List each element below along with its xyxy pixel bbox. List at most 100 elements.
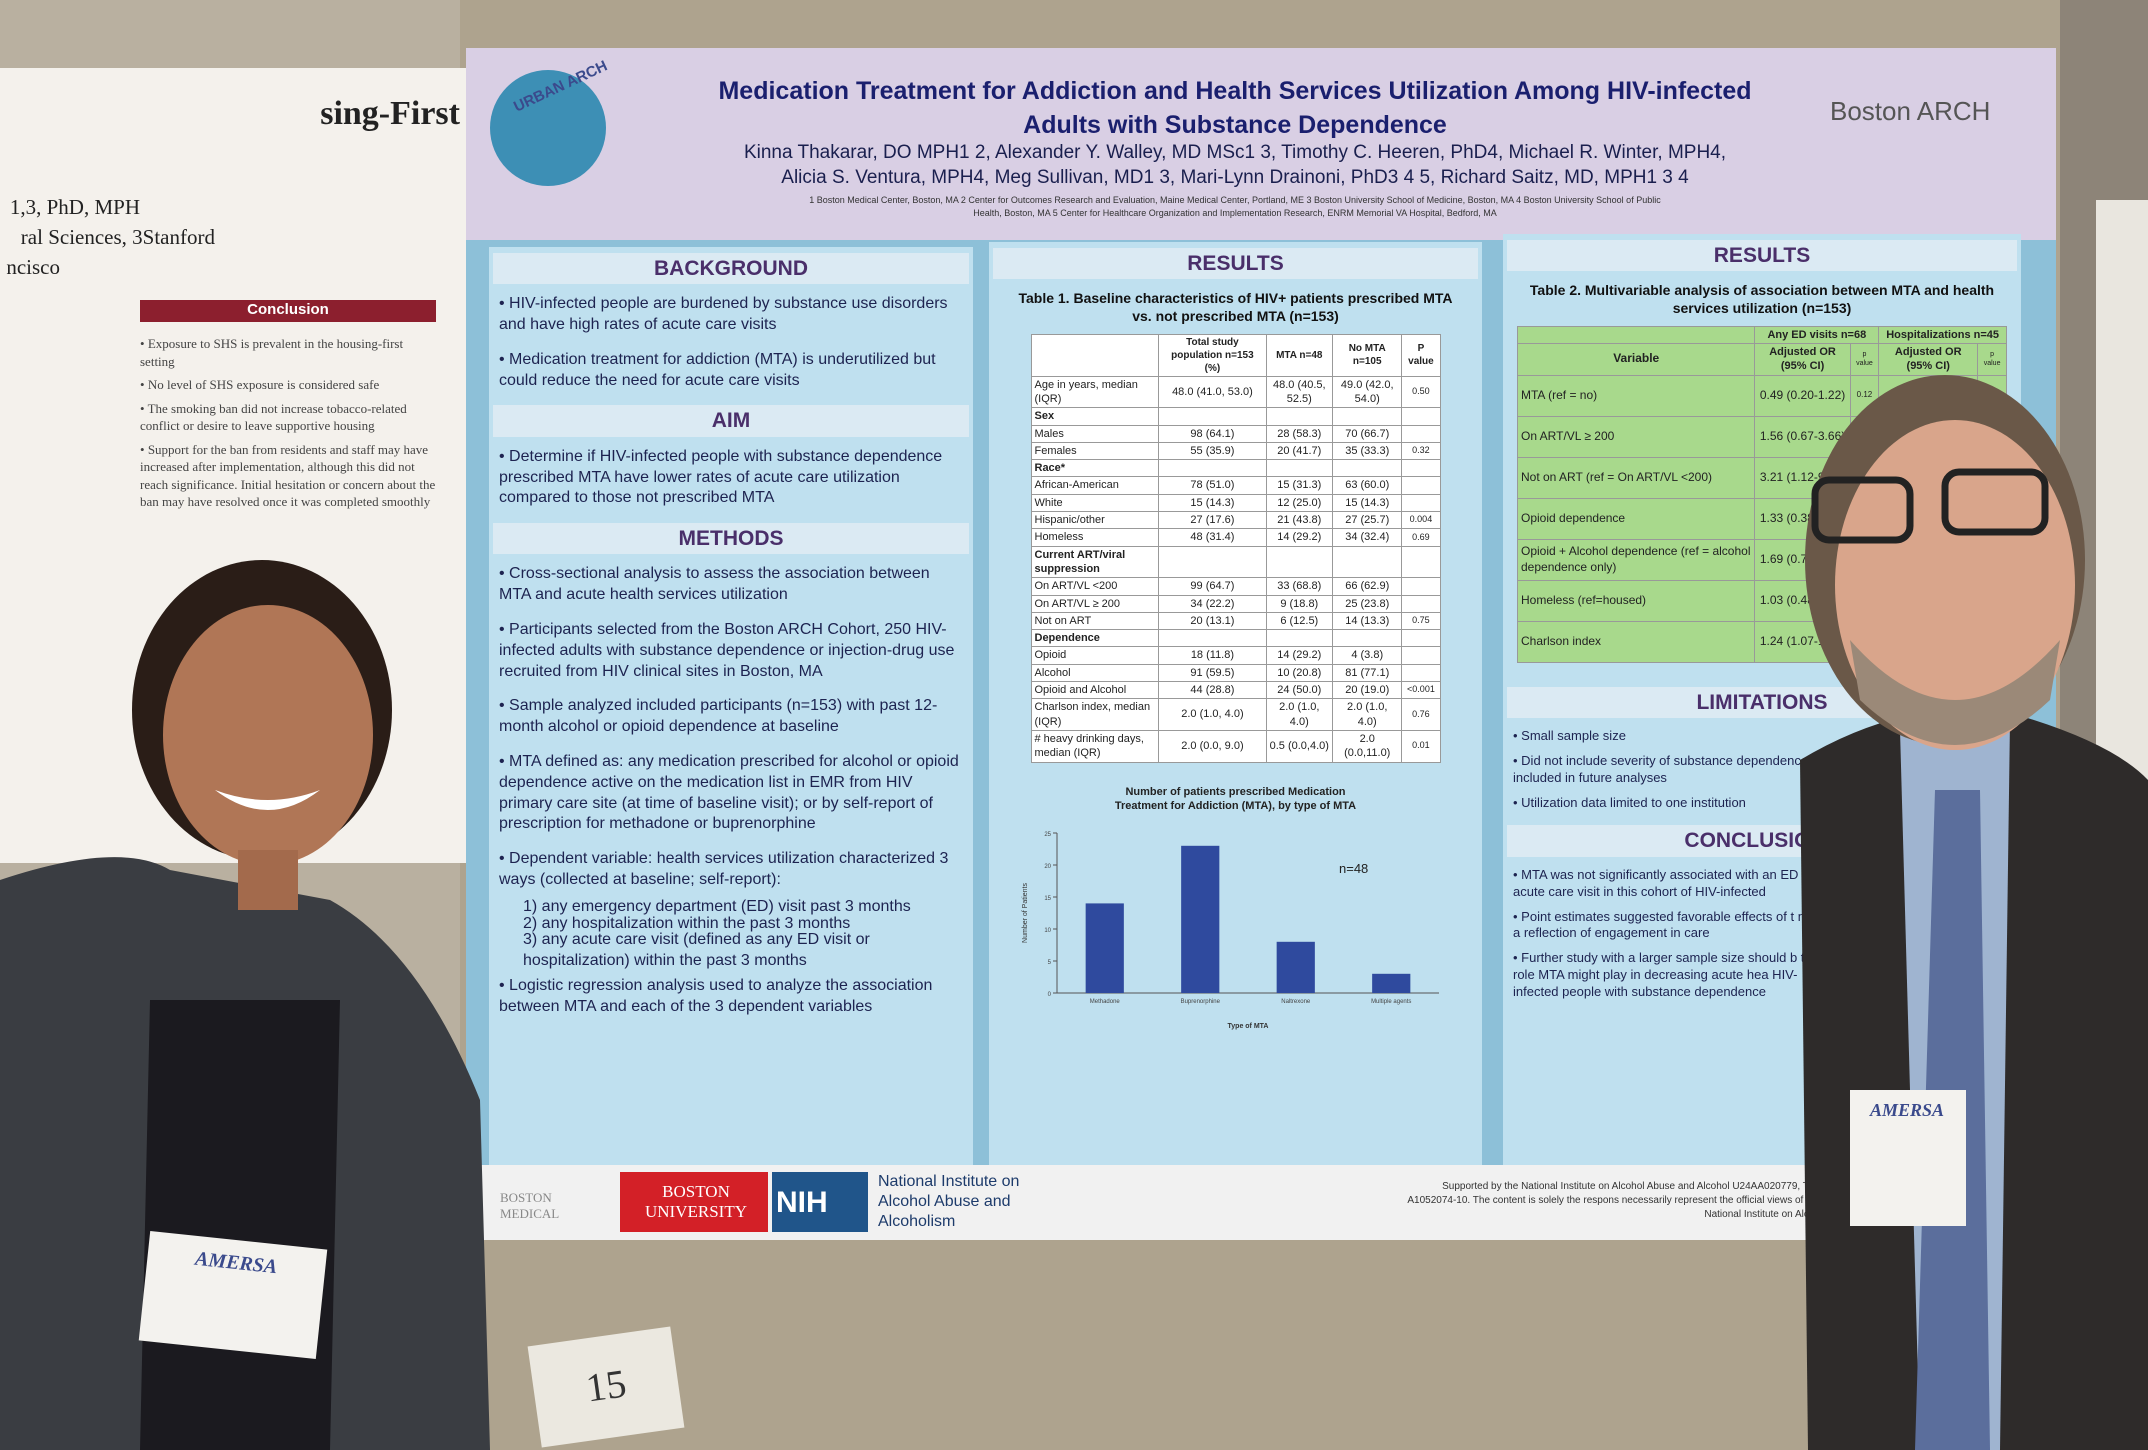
- table-row: # heavy drinking days, median (IQR) 2.0 (…: [1030, 729, 1441, 763]
- table-cell: 66 (62.9): [1332, 577, 1403, 596]
- bullet: Logistic regression analysis used to ana…: [499, 976, 963, 1018]
- row-label: Homeless (ref=housed): [1516, 579, 1756, 622]
- bullet: Small sample size: [1513, 728, 2011, 745]
- x-tick-label: Buprenorphine: [1181, 999, 1221, 1005]
- group-header: Hospitalizations n=45: [1878, 325, 2007, 344]
- sub-item: 3) any acute care visit (defined as any …: [523, 931, 870, 970]
- logo-right: Boston ARCH: [1830, 96, 1991, 126]
- bullet: MTA was not significantly associated wit…: [1513, 867, 2011, 901]
- left-affil: ral Sciences, 3Stanford: [20, 225, 215, 249]
- table-cell: 24 (50.0): [1265, 681, 1334, 700]
- row-label: Not on ART (ref = On ART/VL <200): [1516, 456, 1756, 499]
- table-cell: 48.0 (41.0, 53.0): [1158, 375, 1267, 409]
- chart-panel: Number of patients prescribed Medication…: [999, 784, 1472, 1040]
- bar: [1181, 845, 1220, 993]
- badge-left: [138, 1230, 328, 1360]
- table-cell: [1516, 325, 1756, 344]
- table-cell: 55 (35.9): [1158, 441, 1267, 461]
- table-title: Table 1. Baseline characteristics of HIV…: [1018, 290, 1453, 325]
- y-tick-label: 5: [1048, 960, 1052, 966]
- p-value: [1401, 545, 1441, 579]
- x-axis-label: Type of MTA: [1228, 1023, 1269, 1030]
- badge-text: AMERSA: [1870, 1100, 1945, 1120]
- poster-header: [466, 48, 2056, 240]
- bar: [1085, 902, 1124, 993]
- table-row: On ART/VL <200 99 (64.7) 33 (68.8) 66 (62.9…: [1030, 577, 1441, 596]
- table-row: On ART/VL ≥ 200 34 (22.2) 9 (18.8) 25 (23.8…: [1030, 594, 1441, 613]
- table-row: Males 98 (64.1) 28 (58.3) 70 (66.7): [1030, 424, 1441, 443]
- table-cell: 34 (22.2): [1158, 594, 1267, 613]
- table-row: Not on ART 20 (13.1) 6 (12.5) 14 (13.3) 0.75: [1030, 611, 1441, 631]
- table-cell: [1332, 545, 1403, 579]
- p-value: <0.001: [1401, 681, 1441, 700]
- p-value: 0.01: [1401, 729, 1441, 763]
- table-header: Variable: [1516, 342, 1756, 376]
- authors-line: Alicia S. Ventura, MPH4, Meg Sullivan, M…: [781, 167, 1689, 188]
- title-line: Adults with Substance Dependence: [1023, 111, 1447, 139]
- footer-support: Supported by the National Institute on A…: [1407, 1181, 1820, 1220]
- table-row: Total study population n=153 (%) MTA n=48…: [1030, 333, 1441, 377]
- table-cell: 9 (18.8): [1265, 594, 1334, 613]
- x-tick-label: Multiple agents: [1371, 999, 1411, 1005]
- table-cell: [1030, 333, 1160, 377]
- table-cell: 25 (23.8): [1332, 594, 1403, 613]
- footer-bu: BOSTON UNIVERSITY: [645, 1182, 747, 1221]
- bu-logo: [620, 1172, 768, 1232]
- x-tick-label: Naltrexone: [1281, 999, 1311, 1005]
- left-affil: ncisco: [6, 255, 60, 279]
- y-tick-label: 20: [1044, 864, 1051, 870]
- table-row: Hispanic/other 27 (17.6) 21 (43.8) 27 (25.7…: [1030, 511, 1441, 530]
- table-header: Adjusted OR (95% CI): [1878, 342, 1979, 376]
- table-row: Any ED visits n=68 Hospitalizations n=45: [1516, 325, 2007, 344]
- y-tick-label: 15: [1044, 896, 1051, 902]
- table-header: P value: [1401, 333, 1441, 377]
- row-label: Opioid and Alcohol: [1030, 681, 1160, 700]
- section-heading: METHODS: [493, 523, 969, 555]
- man-beard: [1850, 640, 2060, 745]
- board-card: [527, 1326, 685, 1448]
- footer-bmc: BOSTON MEDICAL: [500, 1190, 560, 1221]
- section-heading: BACKGROUND: [493, 253, 969, 285]
- table-header: p value: [1977, 342, 2007, 376]
- table-row: Females 55 (35.9) 20 (41.7) 35 (33.3) 0.32: [1030, 441, 1441, 461]
- table-header: No MTA n=105: [1332, 333, 1403, 377]
- table-cell: 2.0 (0.0, 9.0): [1158, 729, 1267, 763]
- row-label: Alcohol: [1030, 663, 1160, 683]
- logo-globe: [490, 70, 606, 186]
- table-cell: 20 (41.7): [1265, 441, 1334, 461]
- table-header: Adjusted OR (95% CI): [1754, 342, 1851, 376]
- poster-authors: Kinna Thakarar, DO MPH1 2, Alexander Y. …: [620, 140, 1850, 190]
- table-row: Opioid and Alcohol 44 (28.8) 24 (50.0) 20 (…: [1030, 681, 1441, 700]
- table-header: p value: [1849, 342, 1880, 376]
- chart-title: Treatment for Addiction (MTA), by type o…: [1114, 799, 1357, 812]
- left-bullet: The smoking ban did not increase tobacco…: [140, 400, 440, 435]
- table-row: Variable Adjusted OR (95% CI) p value Adjus…: [1516, 342, 2007, 376]
- section-heading: AIM: [493, 405, 969, 437]
- table-cell: 81 (77.1): [1332, 663, 1403, 683]
- table-cell: 14 (13.3): [1332, 611, 1403, 631]
- table-cell: 2.0 (1.0, 4.0): [1332, 698, 1403, 731]
- bullet: Utilization data limited to one institut…: [1513, 795, 2011, 812]
- y-tick-label: 25: [1044, 832, 1051, 838]
- table-row: Opioid 18 (11.8) 14 (29.2) 4 (3.8): [1030, 646, 1441, 665]
- chart-title: Number of patients prescribed Medication: [1125, 785, 1346, 798]
- row-label: White: [1030, 493, 1160, 513]
- table-row: MTA (ref = no)0.49 (0.20-1.22)0.121.51 (…: [1516, 374, 2007, 417]
- row-label: Homeless: [1030, 528, 1160, 547]
- nih-logo: [772, 1172, 868, 1232]
- left-bullet: Support for the ban from residents and s…: [140, 441, 440, 511]
- bullet: Cross-sectional analysis to assess the a…: [499, 564, 963, 606]
- left-title: sing-First: [320, 95, 460, 132]
- bullet: Did not include severity of substance de…: [1513, 753, 2011, 787]
- sub-item: 1) any emergency department (ED) visit p…: [523, 897, 911, 915]
- section-heading: RESULTS: [993, 248, 1478, 280]
- woman-top: [140, 1000, 340, 1450]
- table-cell: 0.49 (0.20-1.22): [1754, 374, 1851, 417]
- table-row: Homeless 48 (31.4) 14 (29.2) 34 (32.4) 0.69: [1030, 528, 1441, 547]
- row-label: Males: [1030, 424, 1160, 443]
- chart: 0 5 10 15 20 25 Number of Patients Type of MTA n…: [1022, 832, 1439, 1030]
- y-axis-label: Number of Patients: [1022, 882, 1029, 942]
- bullet: Determine if HIV-infected people with su…: [499, 447, 963, 509]
- group-header: Any ED visits n=68: [1754, 325, 1880, 344]
